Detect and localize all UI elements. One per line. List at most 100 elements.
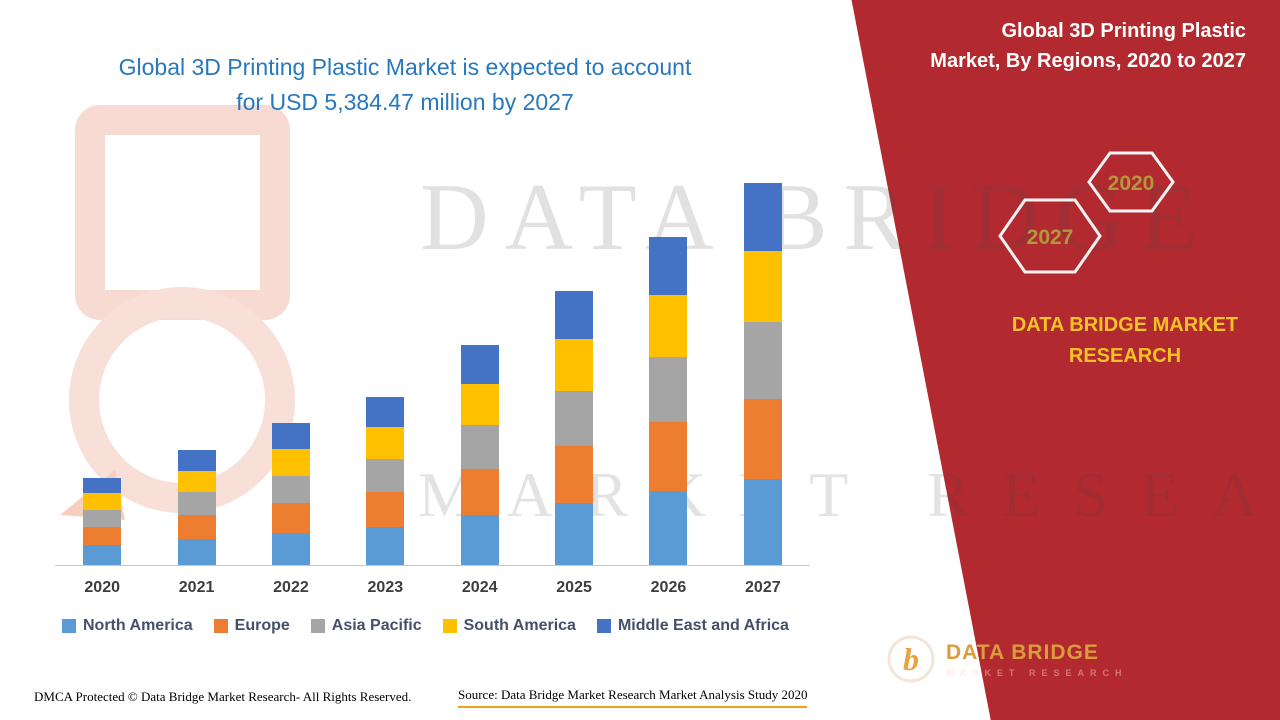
- segment-2025-north-america: [555, 503, 594, 565]
- bar-2025: [555, 291, 594, 565]
- segment-2027-europe: [743, 399, 782, 480]
- hexagon-2020-label: 2020: [1108, 172, 1155, 195]
- logo-name: DATA BRIDGE: [946, 640, 1099, 664]
- brand-wordmark: DATA BRIDGE MARKET RESEARCH: [1011, 314, 1239, 367]
- bar-slot-2027: [716, 183, 810, 565]
- segment-2021-asia-pacific: [177, 492, 216, 515]
- panel-title: Global 3D Printing Plastic Market, By Re…: [930, 20, 1246, 72]
- segment-2025-europe: [555, 445, 594, 504]
- bar-2022: [271, 423, 310, 565]
- x-axis-label-2027: 2027: [745, 579, 781, 596]
- legend-label: Asia Pacific: [331, 617, 422, 634]
- bar-2024: [460, 345, 499, 565]
- hexagon-2020-outline: [1087, 151, 1175, 213]
- chart-legend: North America Europe Asia Pacific South Ame…: [62, 617, 789, 635]
- bar-2023: [366, 396, 405, 565]
- segment-2024-south-america: [460, 384, 499, 426]
- segment-2023-north-america: [366, 527, 405, 565]
- segment-2020-south-america: [83, 493, 122, 510]
- legend-swatch-icon: [442, 619, 457, 633]
- page-title-line2: for USD 5,384.47 million by 2027: [236, 89, 574, 115]
- logo-text: DATA BRIDGE MARKET RESEARCH: [946, 641, 1128, 678]
- segment-2024-europe: [460, 469, 499, 516]
- legend-item-south-america: South America: [442, 617, 576, 635]
- segment-2025-south-america: [555, 339, 594, 392]
- legend-label: South America: [463, 617, 576, 634]
- legend-item-asia-pacific: Asia Pacific: [310, 617, 422, 635]
- x-axis-label-2024: 2024: [461, 579, 498, 596]
- bar-slot-2025: [527, 291, 621, 565]
- legend-swatch-icon: [213, 619, 228, 633]
- segment-2022-south-america: [271, 448, 310, 476]
- segment-2027-middle-east-and-africa: [743, 183, 782, 251]
- legend-item-europe: Europe: [213, 617, 290, 635]
- stacked-bar-chart: 2020 2021 2022 2023 2024 2025 2026 2027: [55, 180, 810, 597]
- segment-2022-asia-pacific: [271, 475, 310, 504]
- x-axis-label-2021: 2021: [178, 579, 215, 596]
- segment-2023-europe: [366, 491, 405, 528]
- legend-label: Europe: [234, 617, 290, 634]
- bar-2020: [83, 477, 122, 565]
- footer-logo: b DATA BRIDGE MARKET RESEARCH: [886, 634, 1128, 684]
- segment-2022-north-america: [271, 533, 310, 565]
- x-axis-label-2025: 2025: [556, 579, 592, 596]
- segment-2026-north-america: [649, 491, 688, 565]
- segment-2020-asia-pacific: [83, 509, 122, 527]
- bar-slot-2026: [621, 236, 715, 565]
- legend-label: North America: [83, 617, 193, 634]
- dmca-notice: DMCA Protected © Data Bridge Market Rese…: [34, 689, 412, 704]
- segment-2027-south-america: [743, 250, 782, 323]
- segment-2021-south-america: [177, 470, 216, 493]
- segment-2027-asia-pacific: [743, 322, 782, 400]
- segment-2020-middle-east-and-africa: [83, 477, 122, 494]
- segment-2021-north-america: [177, 538, 216, 565]
- hexagon-badges: 2027 2020: [998, 151, 1175, 274]
- bars: [55, 180, 810, 566]
- source-note: Source: Data Bridge Market Research Mark…: [458, 687, 808, 708]
- legend-swatch-icon: [596, 619, 611, 633]
- segment-2026-asia-pacific: [649, 356, 688, 423]
- x-axis-labels: 2020 2021 2022 2023 2024 2025 2026 2027: [55, 579, 810, 597]
- segment-2022-middle-east-and-africa: [271, 423, 310, 449]
- bar-2026: [649, 236, 688, 565]
- legend-item-north-america: North America: [62, 617, 193, 635]
- logo-b-icon: b: [887, 635, 935, 683]
- segment-2020-europe: [83, 526, 122, 546]
- legend-label: Middle East and Africa: [617, 617, 789, 634]
- segment-2020-north-america: [83, 545, 122, 565]
- segment-2025-middle-east-and-africa: [555, 291, 594, 340]
- legend-item-middle-east-and-africa: Middle East and Africa: [596, 617, 789, 635]
- x-axis-label-2020: 2020: [84, 579, 120, 596]
- segment-2025-asia-pacific: [555, 391, 594, 446]
- legend-swatch-icon: [62, 619, 76, 633]
- segment-2024-middle-east-and-africa: [460, 345, 499, 385]
- hexagon-2027-label: 2027: [1027, 226, 1074, 249]
- hexagon-2027-outline: [998, 198, 1102, 274]
- segment-2021-middle-east-and-africa: [177, 450, 216, 471]
- segment-2022-europe: [271, 503, 310, 534]
- bar-slot-2020: [55, 477, 149, 565]
- segment-2024-north-america: [460, 515, 499, 565]
- segment-2024-asia-pacific: [460, 425, 499, 470]
- x-axis-label-2022: 2022: [273, 579, 309, 596]
- x-axis-label-2026: 2026: [650, 579, 687, 596]
- bar-slot-2021: [149, 450, 243, 565]
- segment-2021-europe: [177, 514, 216, 539]
- svg-text:b: b: [903, 641, 919, 677]
- bar-slot-2024: [433, 345, 527, 565]
- segment-2026-europe: [649, 422, 688, 492]
- page-title: Global 3D Printing Plastic Market is exp…: [60, 50, 750, 120]
- bar-slot-2022: [244, 423, 338, 565]
- segment-2026-south-america: [649, 295, 688, 357]
- segment-2023-asia-pacific: [366, 458, 405, 492]
- segment-2027-north-america: [743, 479, 782, 565]
- segment-2026-middle-east-and-africa: [649, 236, 688, 296]
- bar-2027: [743, 183, 782, 565]
- x-axis-label-2023: 2023: [367, 579, 404, 596]
- legend-swatch-icon: [310, 619, 325, 633]
- logo-subtitle: MARKET RESEARCH: [946, 667, 1128, 678]
- segment-2023-south-america: [366, 426, 405, 459]
- bar-2021: [177, 450, 216, 565]
- bar-slot-2023: [338, 396, 432, 565]
